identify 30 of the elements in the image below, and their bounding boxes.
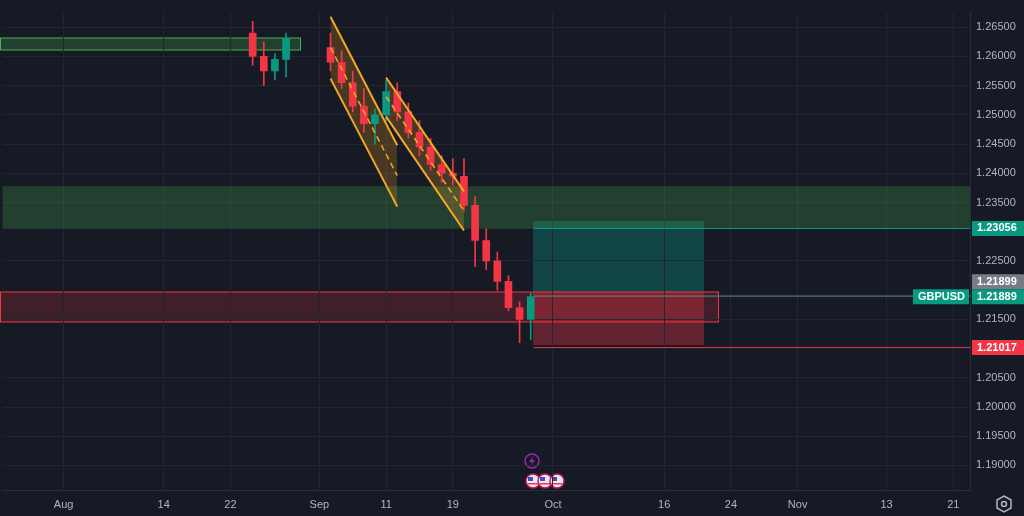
ref-line-label: 1.21889 — [977, 289, 1017, 302]
y-tick-label: 1.19000 — [976, 458, 1016, 471]
x-tick-label: Nov — [787, 497, 808, 510]
y-tick-label: 1.22500 — [976, 253, 1016, 266]
y-tick-label: 1.21500 — [976, 312, 1016, 325]
y-tick-label: 1.19500 — [976, 429, 1016, 442]
y-tick-label: 1.25000 — [976, 107, 1016, 120]
y-tick-label: 1.24500 — [976, 137, 1016, 150]
x-tick-label: 19 — [446, 497, 459, 510]
y-tick-label: 1.23500 — [976, 195, 1016, 208]
x-tick-label: 24 — [724, 497, 738, 510]
x-tick-label: Sep — [309, 497, 330, 510]
x-tick-label: 22 — [224, 497, 237, 510]
y-tick-label: 1.26000 — [976, 49, 1016, 62]
y-tick-label: 1.20500 — [976, 370, 1016, 383]
x-tick-label: 13 — [880, 497, 893, 510]
x-tick-label: Oct — [544, 497, 562, 510]
x-tick-label: 21 — [947, 497, 960, 510]
x-tick-label: 14 — [157, 497, 170, 510]
ref-line-label: 1.21017 — [977, 340, 1017, 353]
y-tick-label: 1.20000 — [976, 400, 1016, 413]
y-tick-label: 1.26500 — [976, 20, 1016, 33]
ref-line-label: 1.21899 — [977, 274, 1017, 287]
ref-line-label: 1.23056 — [977, 221, 1017, 234]
annotation: GBPUSD — [917, 289, 966, 302]
x-tick-label: 11 — [380, 497, 392, 510]
y-tick-label: 1.24000 — [976, 166, 1016, 179]
x-tick-label: Aug — [53, 497, 74, 510]
y-tick-label: 1.25500 — [976, 78, 1016, 91]
x-tick-label: 16 — [658, 497, 671, 510]
